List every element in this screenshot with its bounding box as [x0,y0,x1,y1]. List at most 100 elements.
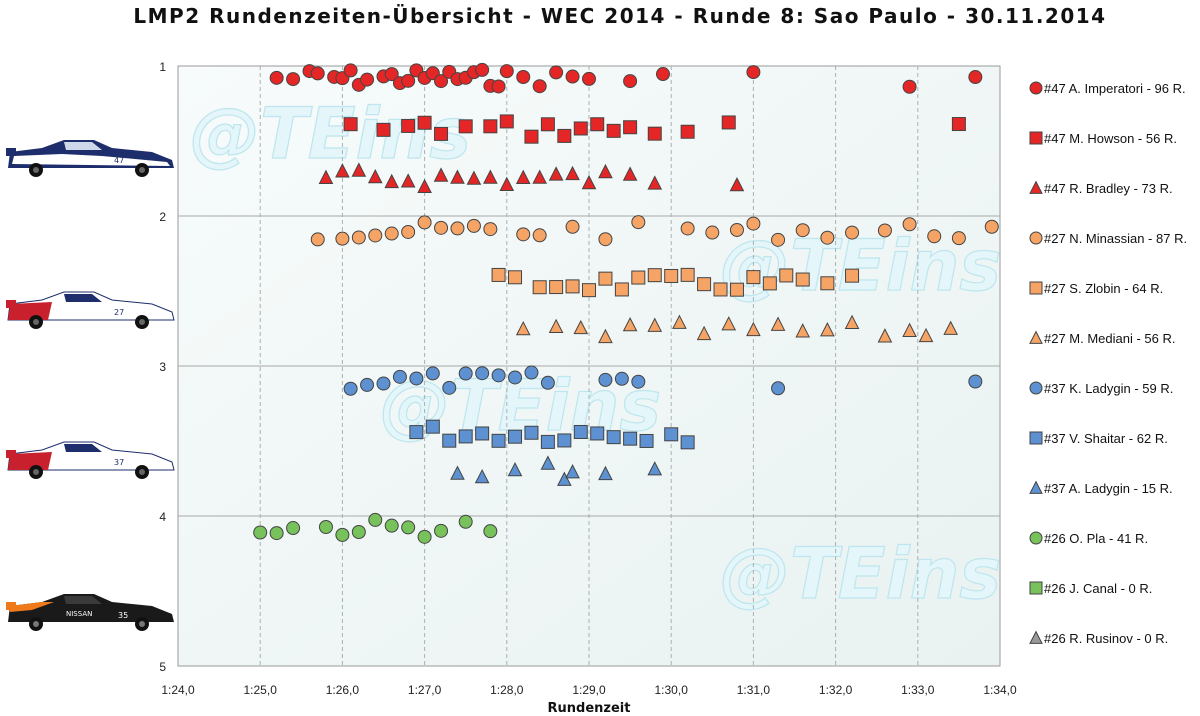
x-tick-label: 1:33,0 [901,683,935,697]
legend-label: #27 S. Zlobin - 64 R. [1044,281,1163,296]
data-point [458,429,473,444]
y-tick-label: 2 [159,210,166,224]
data-point [450,169,465,184]
data-point [672,314,687,329]
data-point [647,268,662,283]
legend-marker [1029,431,1043,445]
data-point [401,118,416,133]
data-point [409,371,424,386]
data-point [614,371,629,386]
series-group [343,365,983,396]
legend-label: #37 A. Ladygin - 15 R. [1044,481,1173,496]
car-37-image: 37 [6,441,175,479]
x-tick-label: 1:31,0 [737,683,771,697]
series-group [343,114,966,144]
legend-label: #47 A. Imperatori - 96 R. [1044,81,1186,96]
data-point [376,122,391,137]
data-point [771,381,786,396]
legend-marker [1029,330,1043,344]
data-point [820,322,835,337]
data-point [927,229,942,244]
data-point [606,430,621,445]
series-group [318,162,745,194]
data-point [680,221,695,236]
data-point [614,282,629,297]
data-point [623,74,638,89]
data-point [351,230,366,245]
data-point [631,215,646,230]
data-point [335,163,350,178]
data-point [368,512,383,527]
data-point [565,219,580,234]
data-point [401,520,416,535]
data-point [442,380,457,395]
data-point [483,524,498,539]
data-point [845,268,860,283]
data-point [458,119,473,134]
legend-label: #47 M. Howson - 56 R. [1044,131,1177,146]
data-point [582,71,596,86]
svg-text:47: 47 [114,156,124,165]
data-point [417,115,432,130]
data-point [269,70,284,85]
car-26-image: NISSAN 35 [6,594,174,631]
data-point [647,175,663,190]
x-tick-label: 1:29,0 [572,683,606,697]
data-point [713,282,728,297]
x-tick-label: 1:34,0 [983,683,1017,697]
data-point [721,115,736,130]
data-marks [253,62,999,544]
x-tick-label: 1:30,0 [655,683,689,697]
data-point [631,374,646,389]
data-point [795,272,810,287]
data-point [351,162,367,177]
svg-text:NISSAN: NISSAN [66,610,92,618]
legend-marker [1029,180,1043,194]
data-point [540,375,555,390]
data-point [318,169,334,184]
legend-marker [1029,131,1043,145]
data-point [310,232,325,247]
data-point [598,465,613,481]
data-point [598,328,613,344]
series-group [409,419,695,450]
data-point [631,270,646,285]
data-point [474,468,490,484]
data-point [746,65,761,80]
legend-label: #37 V. Shaitar - 62 R. [1044,431,1168,446]
watermark-text: @TEins [190,93,471,175]
data-point [845,225,860,240]
data-point [367,168,383,184]
data-point [680,124,695,139]
data-point [483,169,498,184]
legend-label: #27 M. Mediani - 56 R. [1044,331,1176,346]
data-point [310,66,325,81]
y-tick-label: 1 [159,60,166,74]
data-point [902,79,917,94]
data-point [343,63,358,78]
data-point [729,177,745,192]
series-group [253,512,498,544]
data-point [696,325,712,341]
data-point [606,123,621,138]
data-point [622,317,638,332]
data-point [508,429,523,444]
legend-label: #47 R. Bradley - 73 R. [1044,181,1173,196]
legend: #47 A. Imperatori - 96 R. #47 M. Howson -… [1029,81,1187,646]
data-point [877,328,893,343]
svg-text:37: 37 [114,458,124,467]
data-point [524,129,539,144]
tick-labels: 1:24,0 1:25,0 1:26,0 1:27,0 1:28,0 1:29,0 1:30… [159,60,1017,697]
data-point [491,267,506,282]
legend-label: #37 K. Ladygin - 59 R. [1044,381,1173,396]
data-point [450,465,465,480]
legend-marker [1029,231,1043,245]
data-point [639,433,654,448]
car-27-image: 27 [6,291,175,329]
data-point [573,319,589,335]
data-point [499,176,515,191]
data-point [499,64,514,79]
data-point [483,222,498,237]
data-point [483,119,498,134]
